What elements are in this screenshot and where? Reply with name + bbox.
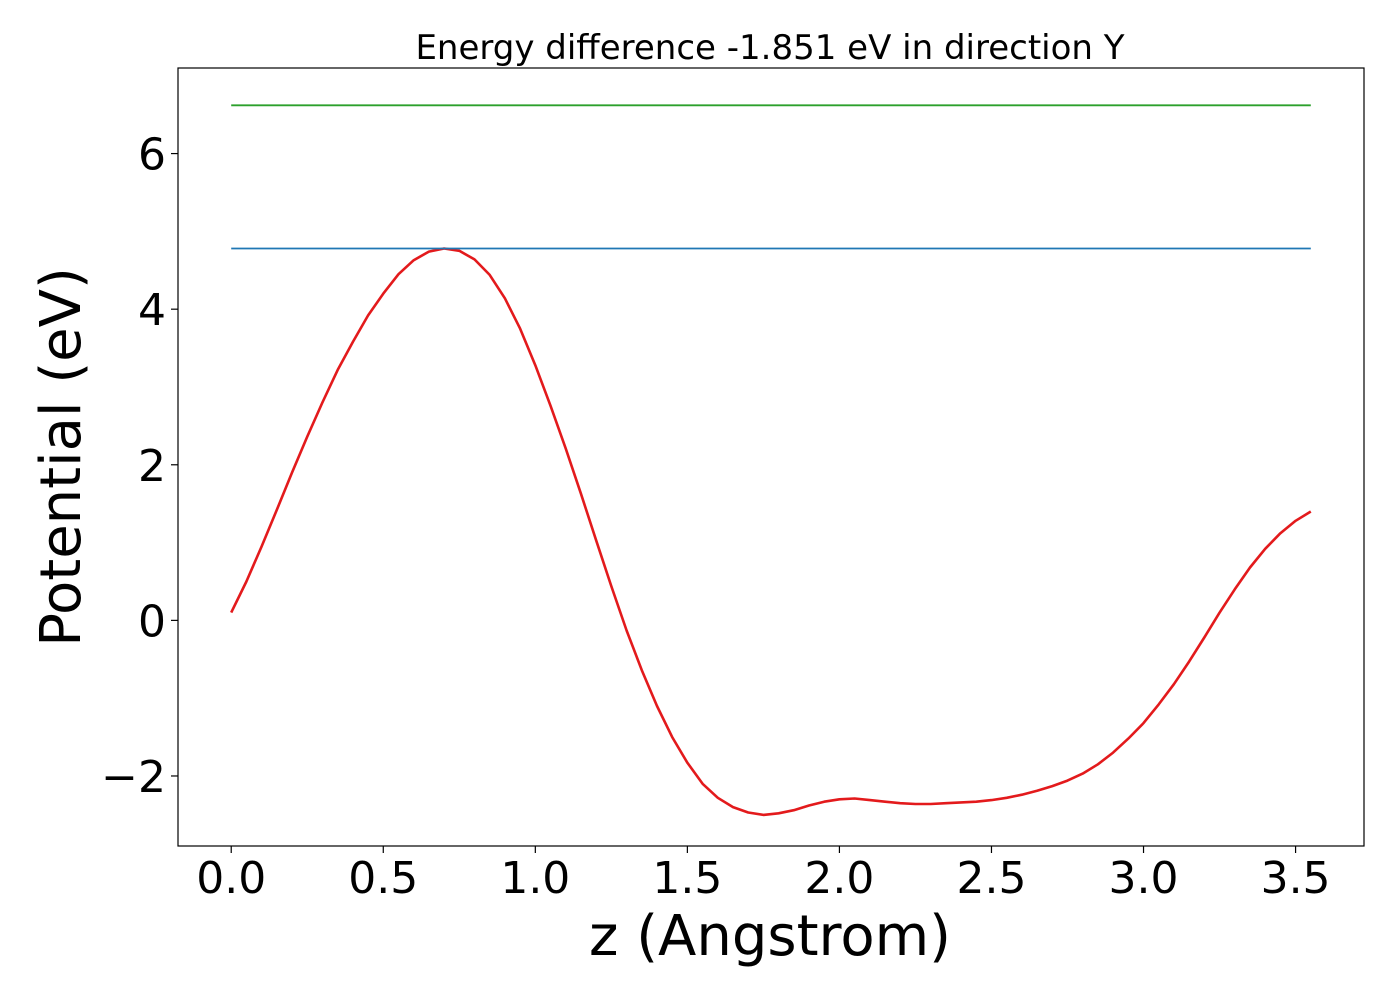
y-tick-label: 4 — [138, 285, 166, 336]
x-tick-label: 3.0 — [1109, 853, 1179, 904]
y-tick-label: 2 — [138, 441, 166, 492]
x-tick-label: 1.0 — [500, 853, 570, 904]
x-tick-label: 2.0 — [804, 853, 874, 904]
y-axis-label: Potential (eV) — [29, 267, 94, 647]
y-axis-ticks: −2 0 2 4 6 — [101, 130, 178, 803]
y-tick-label: 0 — [138, 596, 166, 647]
x-tick-label: 0.0 — [196, 853, 266, 904]
y-tick-label: −2 — [101, 752, 166, 803]
x-tick-label: 3.5 — [1261, 853, 1331, 904]
x-tick-label: 1.5 — [652, 853, 722, 904]
x-axis-ticks: 0.0 0.5 1.0 1.5 2.0 2.5 3.0 3.5 — [196, 846, 1331, 904]
x-tick-label: 0.5 — [348, 853, 418, 904]
y-tick-label: 6 — [138, 130, 166, 181]
plot-frame — [177, 67, 1365, 847]
x-axis-label: z (Angstrom) — [589, 904, 951, 969]
potential-curve — [230, 247, 1312, 817]
chart-title: Energy difference -1.851 eV in direction… — [415, 28, 1124, 68]
plot-lines — [230, 104, 1312, 817]
x-tick-label: 2.5 — [956, 853, 1026, 904]
